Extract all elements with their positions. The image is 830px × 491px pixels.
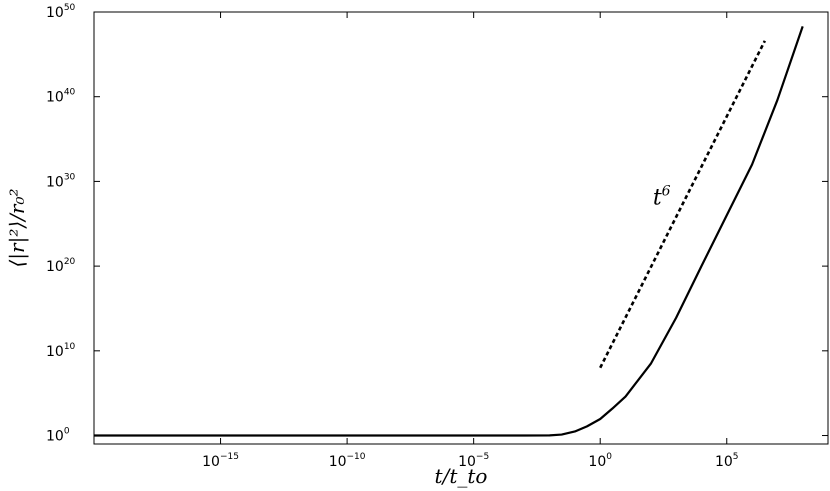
y-tick-label: 1040 xyxy=(46,88,76,106)
y-tick-label-exp: 40 xyxy=(64,88,76,98)
y-tick-label-exp: 10 xyxy=(64,342,76,352)
plot-frame xyxy=(93,11,829,445)
y-tick-label-base: 10 xyxy=(46,174,64,190)
x-tick-label-base: 10 xyxy=(588,454,606,470)
annotations-group: t6 xyxy=(653,183,671,210)
x-tick-label: 10−10 xyxy=(329,452,366,470)
y-axis-label: ⟨|r|²⟩/r₀² xyxy=(5,189,30,268)
y-tick-label-base: 10 xyxy=(46,259,64,275)
series-group xyxy=(94,26,804,437)
y-tick-label-base: 10 xyxy=(46,344,64,360)
x-tick-label: 105 xyxy=(715,452,739,470)
x-tick-label-base: 10 xyxy=(715,454,733,470)
x-tick-label-base: 10 xyxy=(202,454,220,470)
axis-ticks xyxy=(94,11,828,444)
y-tick-label: 1020 xyxy=(46,257,76,275)
x-axis-label: t/t_to xyxy=(435,464,488,488)
y-tick-label: 1030 xyxy=(46,172,76,190)
x-tick-labels: 10−15 10−10 10−5 100 105 xyxy=(202,452,738,470)
x-tick-label: 100 xyxy=(588,452,612,470)
y-tick-label-exp: 20 xyxy=(64,257,76,267)
y-tick-label: 1010 xyxy=(46,342,76,360)
x-tick-label-base: 10 xyxy=(458,454,476,470)
annotation-exp: 6 xyxy=(662,183,671,199)
y-tick-label-exp: 30 xyxy=(64,172,76,182)
x-tick-label: 10−15 xyxy=(202,452,239,470)
y-tick-label-exp: 0 xyxy=(64,427,70,437)
series-line-0 xyxy=(94,26,804,437)
annotation-t6: t6 xyxy=(653,183,671,210)
x-tick-label-exp: −5 xyxy=(476,452,489,462)
y-tick-label-exp: 50 xyxy=(64,3,76,13)
annotation-base: t xyxy=(653,185,662,210)
x-tick-label-exp: −15 xyxy=(220,452,239,462)
y-tick-label-base: 10 xyxy=(46,5,64,21)
x-tick-label-exp: 0 xyxy=(606,452,612,462)
series-line-1 xyxy=(599,40,767,369)
y-tick-label-base: 10 xyxy=(46,429,64,445)
x-tick-label-exp: 5 xyxy=(733,452,739,462)
y-tick-label: 100 xyxy=(46,427,70,445)
y-tick-label-base: 10 xyxy=(46,90,64,106)
y-tick-label: 1050 xyxy=(46,3,76,21)
x-tick-label-base: 10 xyxy=(329,454,347,470)
x-tick-label-exp: −10 xyxy=(347,452,366,462)
x-tick-label: 10−5 xyxy=(458,452,489,470)
